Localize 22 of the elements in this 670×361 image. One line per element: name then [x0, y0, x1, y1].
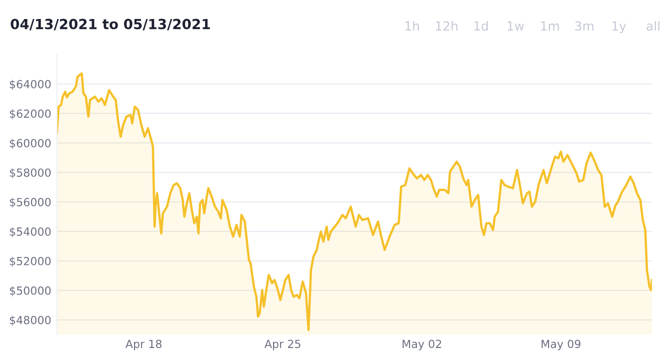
y-tick-label: $64000	[10, 80, 51, 90]
x-tick-label: May 09	[542, 340, 580, 350]
text: 1d	[474, 21, 488, 31]
text: all	[646, 21, 660, 31]
x-tick-label: Apr 25	[264, 340, 300, 350]
y-tick-label: $60000	[10, 138, 51, 149]
text: 1m	[541, 21, 559, 31]
y-tick-label: $48000	[10, 316, 51, 326]
text: 3m	[575, 21, 594, 31]
x-tick-label: Apr 18	[125, 340, 162, 350]
y-tick-label: $58000	[10, 168, 51, 178]
y-tick-label: $56000	[10, 198, 51, 208]
chart-title: 04/13/2021 to 05/13/2021	[10, 18, 210, 30]
y-tick-label: $50000	[10, 286, 51, 296]
text: 1h	[405, 21, 419, 31]
text: 12h	[436, 21, 458, 31]
y-tick-label: $54000	[10, 227, 51, 238]
y-tick-label: $52000	[10, 256, 51, 267]
x-tick-label: May 02	[402, 340, 442, 350]
text: 1w	[508, 21, 524, 31]
y-tick-label: $62000	[10, 109, 51, 120]
text: 1y	[612, 21, 626, 34]
